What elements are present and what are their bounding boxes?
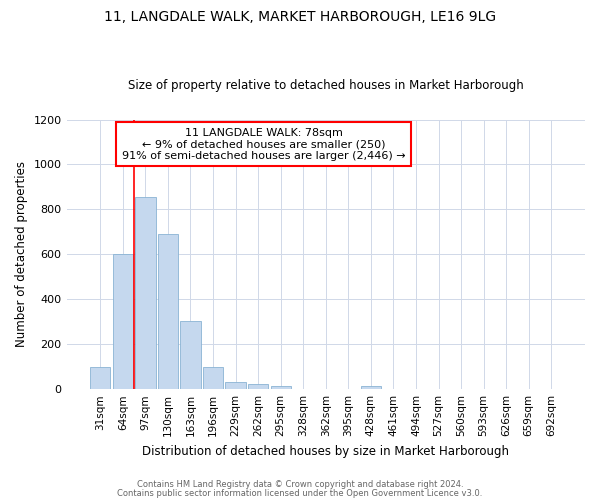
- Bar: [135, 197, 155, 389]
- Bar: [181, 320, 200, 389]
- Y-axis label: Number of detached properties: Number of detached properties: [15, 162, 28, 348]
- Text: Contains public sector information licensed under the Open Government Licence v3: Contains public sector information licen…: [118, 488, 482, 498]
- Bar: [203, 366, 223, 389]
- Bar: [271, 386, 291, 389]
- Bar: [361, 386, 381, 389]
- X-axis label: Distribution of detached houses by size in Market Harborough: Distribution of detached houses by size …: [142, 444, 509, 458]
- Text: 11, LANGDALE WALK, MARKET HARBOROUGH, LE16 9LG: 11, LANGDALE WALK, MARKET HARBOROUGH, LE…: [104, 10, 496, 24]
- Text: 11 LANGDALE WALK: 78sqm
← 9% of detached houses are smaller (250)
91% of semi-de: 11 LANGDALE WALK: 78sqm ← 9% of detached…: [122, 128, 406, 161]
- Text: Contains HM Land Registry data © Crown copyright and database right 2024.: Contains HM Land Registry data © Crown c…: [137, 480, 463, 489]
- Title: Size of property relative to detached houses in Market Harborough: Size of property relative to detached ho…: [128, 79, 524, 92]
- Bar: [248, 384, 268, 389]
- Bar: [90, 366, 110, 389]
- Bar: [158, 234, 178, 389]
- Bar: [226, 382, 246, 389]
- Bar: [113, 254, 133, 389]
